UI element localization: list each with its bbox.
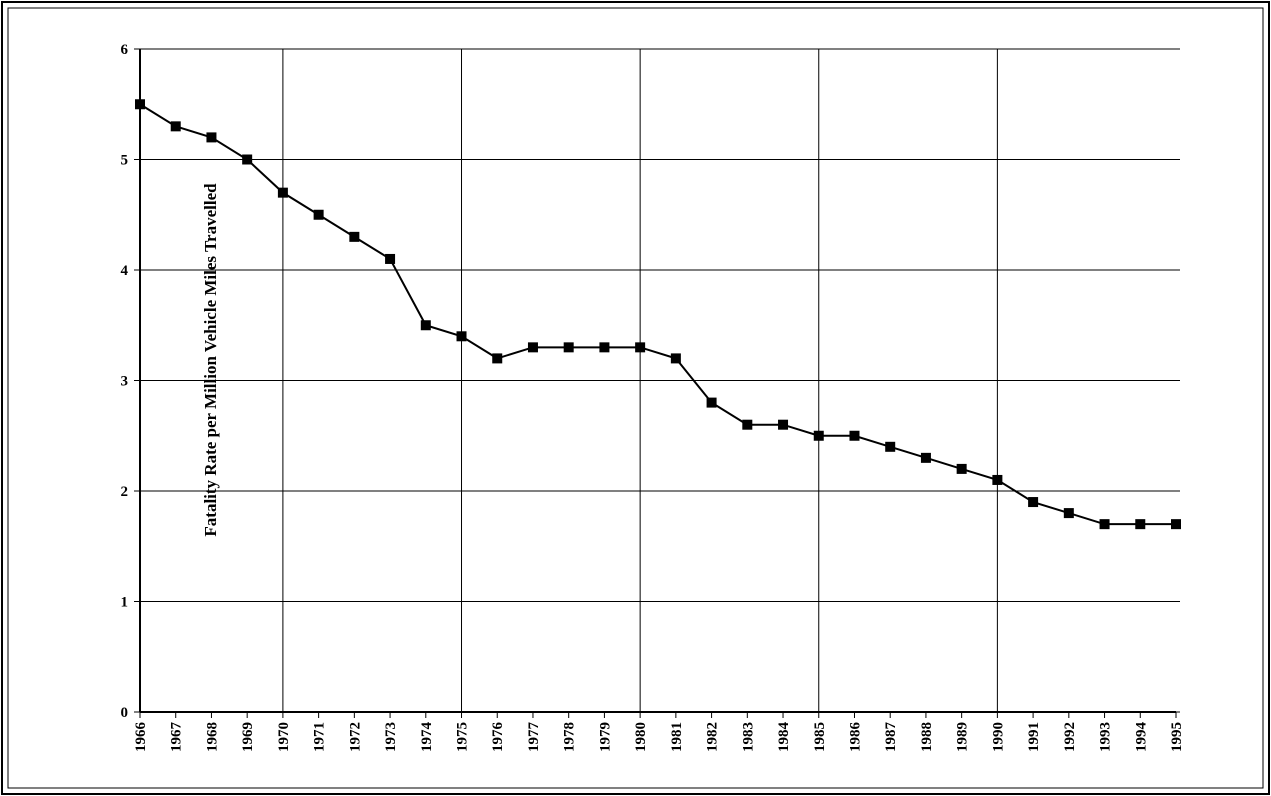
inner-frame (7, 7, 1264, 789)
x-tick-label: 1971 (312, 722, 328, 752)
marker (1028, 497, 1039, 508)
y-tick-label: 1 (121, 595, 129, 611)
marker (849, 430, 860, 441)
x-tick-label: 1975 (455, 722, 471, 752)
x-tick-label: 1967 (169, 722, 185, 753)
marker (135, 99, 145, 110)
x-tick-label: 1980 (633, 722, 649, 752)
marker (1099, 519, 1110, 530)
x-tick-label: 1990 (990, 722, 1006, 752)
marker (563, 342, 574, 353)
x-tick-label: 1984 (776, 722, 792, 753)
x-tick-label: 1982 (705, 722, 721, 752)
x-tick-label: 1985 (812, 722, 828, 752)
x-tick-label: 1988 (919, 722, 935, 752)
marker (885, 441, 896, 452)
marker (920, 452, 931, 463)
marker (706, 397, 717, 408)
y-tick-label: 5 (121, 153, 129, 169)
marker (385, 253, 396, 264)
marker (992, 474, 1003, 485)
marker (313, 209, 324, 220)
marker (778, 419, 789, 430)
line (139, 103, 1176, 526)
x-tick-label: 1993 (1098, 722, 1114, 752)
x-tick-label: 1981 (669, 722, 685, 752)
marker (206, 132, 217, 143)
x-tick-label: 1986 (847, 722, 863, 753)
marker (170, 121, 181, 132)
x-tick-label: 1973 (383, 722, 399, 752)
x-tick-label: 1978 (562, 722, 578, 752)
x-tick-label: 1991 (1026, 722, 1042, 752)
marker (420, 320, 431, 331)
marker (635, 342, 646, 353)
marker (956, 463, 967, 474)
x-tick-label: 1983 (740, 722, 756, 752)
x-tick-label: 1989 (955, 722, 971, 752)
x-tick-label: 1974 (419, 722, 435, 753)
marker (492, 353, 503, 364)
y-axis-label: Fatality Rate per Million Vehicle Miles … (201, 183, 220, 537)
x-tick-label: 1994 (1133, 722, 1149, 753)
x-tick-label: 1992 (1062, 722, 1078, 752)
x-tick-label: 1968 (204, 722, 220, 752)
marker (1135, 519, 1146, 530)
x-tick-label: 1995 (1169, 722, 1185, 752)
marker (599, 342, 610, 353)
marker (277, 187, 288, 198)
marker (527, 342, 538, 353)
marker (1171, 519, 1181, 530)
marker (349, 231, 360, 242)
marker (813, 430, 824, 441)
marker (242, 154, 253, 165)
x-tick-label: 1979 (597, 722, 613, 752)
x-tick-label: 1972 (347, 722, 363, 752)
y-tick-label: 2 (121, 484, 129, 500)
marker (456, 331, 467, 342)
y-tick-label: 4 (121, 263, 129, 279)
marker (670, 353, 681, 364)
marker (742, 419, 753, 430)
y-tick-label: 0 (121, 705, 129, 721)
x-tick-label: 1970 (276, 722, 292, 752)
y-tick-label: 6 (121, 42, 129, 58)
y-tick-label: 3 (121, 374, 129, 390)
x-tick-label: 1977 (526, 722, 542, 753)
marker (1063, 508, 1074, 519)
x-tick-label: 1976 (490, 722, 506, 753)
x-tick-label: 1966 (133, 722, 149, 753)
x-tick-label: 1969 (240, 722, 256, 752)
x-tick-label: 1987 (883, 722, 899, 753)
